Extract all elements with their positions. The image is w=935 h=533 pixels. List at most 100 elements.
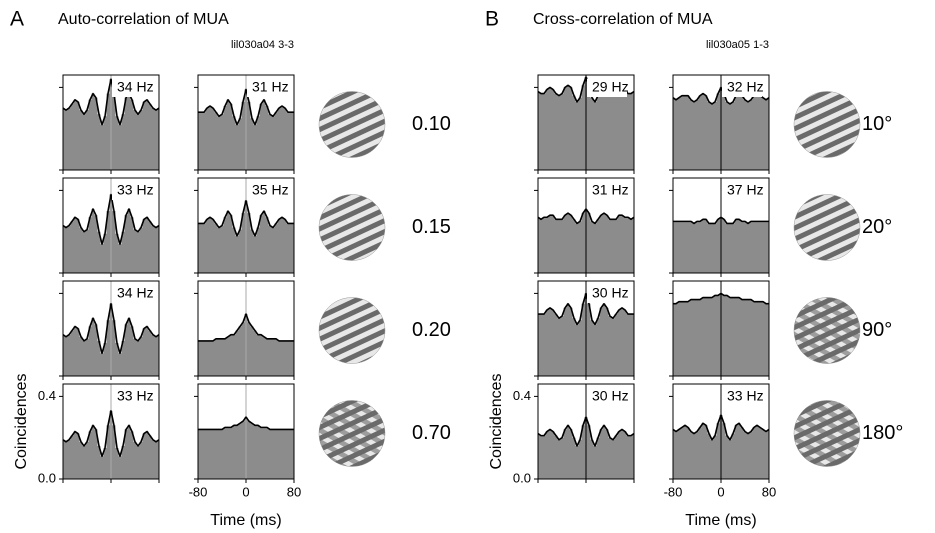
bin xyxy=(63,334,65,376)
bin xyxy=(572,95,576,170)
bin xyxy=(689,431,693,479)
stimulus-label: 20° xyxy=(862,216,892,238)
bin xyxy=(220,429,224,479)
bin xyxy=(620,215,624,273)
bin xyxy=(268,338,272,376)
bin xyxy=(289,112,293,170)
bin xyxy=(256,227,260,273)
bin xyxy=(538,91,540,170)
y-axis-label: Coincidences xyxy=(488,373,505,469)
bin xyxy=(626,93,630,170)
bin xyxy=(121,114,125,170)
bin xyxy=(608,219,612,273)
bin xyxy=(725,223,729,273)
bin xyxy=(581,85,585,170)
bin xyxy=(563,215,567,273)
bin xyxy=(76,433,80,479)
bin xyxy=(238,326,242,376)
bin xyxy=(259,334,263,376)
bin xyxy=(229,215,233,273)
bin xyxy=(734,95,738,170)
bin xyxy=(286,429,290,479)
bin xyxy=(758,427,762,479)
bin xyxy=(82,445,86,479)
bin xyxy=(133,338,137,376)
curve xyxy=(538,292,634,326)
bin xyxy=(247,101,251,170)
bin xyxy=(605,87,609,170)
bin xyxy=(614,314,618,376)
bin xyxy=(554,219,558,273)
bin xyxy=(139,227,143,273)
panel-label: A xyxy=(10,8,24,31)
bin xyxy=(205,219,209,273)
bin xyxy=(67,439,71,479)
bin xyxy=(590,320,594,376)
bin xyxy=(566,425,570,479)
bin xyxy=(157,225,159,273)
bin xyxy=(247,421,251,479)
bin xyxy=(686,221,690,273)
bin xyxy=(599,429,603,479)
bin xyxy=(82,114,86,170)
bin xyxy=(629,435,633,479)
bin xyxy=(677,221,681,273)
x-tick-label: -80 xyxy=(189,484,208,499)
bin xyxy=(145,99,149,170)
bin xyxy=(70,330,74,376)
bin xyxy=(91,93,95,170)
bin xyxy=(226,427,230,479)
bin xyxy=(716,295,720,376)
curve xyxy=(198,199,294,237)
bin xyxy=(148,221,152,273)
bin xyxy=(677,301,681,376)
bin xyxy=(611,95,615,170)
bin xyxy=(539,219,543,273)
bin xyxy=(154,441,158,479)
bin xyxy=(674,99,678,170)
bin xyxy=(70,221,74,273)
bin xyxy=(286,112,290,170)
bin xyxy=(710,103,714,170)
bin xyxy=(154,110,158,170)
bin xyxy=(548,87,552,170)
bin xyxy=(211,340,215,376)
bin xyxy=(572,437,576,479)
bin xyxy=(731,223,735,273)
bin xyxy=(292,223,294,273)
peak-label: 29 Hz xyxy=(592,79,629,95)
bin xyxy=(235,330,239,376)
bin xyxy=(704,219,708,273)
bin xyxy=(76,219,80,273)
bin xyxy=(710,223,714,273)
bin xyxy=(728,297,732,376)
bin xyxy=(268,429,272,479)
bin xyxy=(256,116,260,170)
peak-label-bg xyxy=(722,79,762,97)
bin xyxy=(106,93,110,170)
bin xyxy=(247,322,251,376)
curve xyxy=(198,416,294,431)
bin xyxy=(581,213,585,273)
bin xyxy=(578,320,582,376)
bin xyxy=(677,429,681,479)
bin xyxy=(701,423,705,479)
bin xyxy=(79,441,83,479)
bin xyxy=(737,93,741,170)
bin xyxy=(689,221,693,273)
bin xyxy=(590,97,594,170)
bin xyxy=(611,318,615,376)
bin xyxy=(223,105,227,170)
bin xyxy=(593,324,597,376)
bin xyxy=(587,425,591,479)
peak-label-bg xyxy=(587,79,627,97)
bin xyxy=(578,221,582,273)
peak-label-bg xyxy=(112,285,152,303)
bin xyxy=(106,425,110,479)
bin xyxy=(67,225,71,273)
bin xyxy=(283,108,287,170)
bin xyxy=(767,97,769,170)
grating xyxy=(318,194,386,261)
bin xyxy=(608,437,612,479)
bin xyxy=(124,324,128,376)
